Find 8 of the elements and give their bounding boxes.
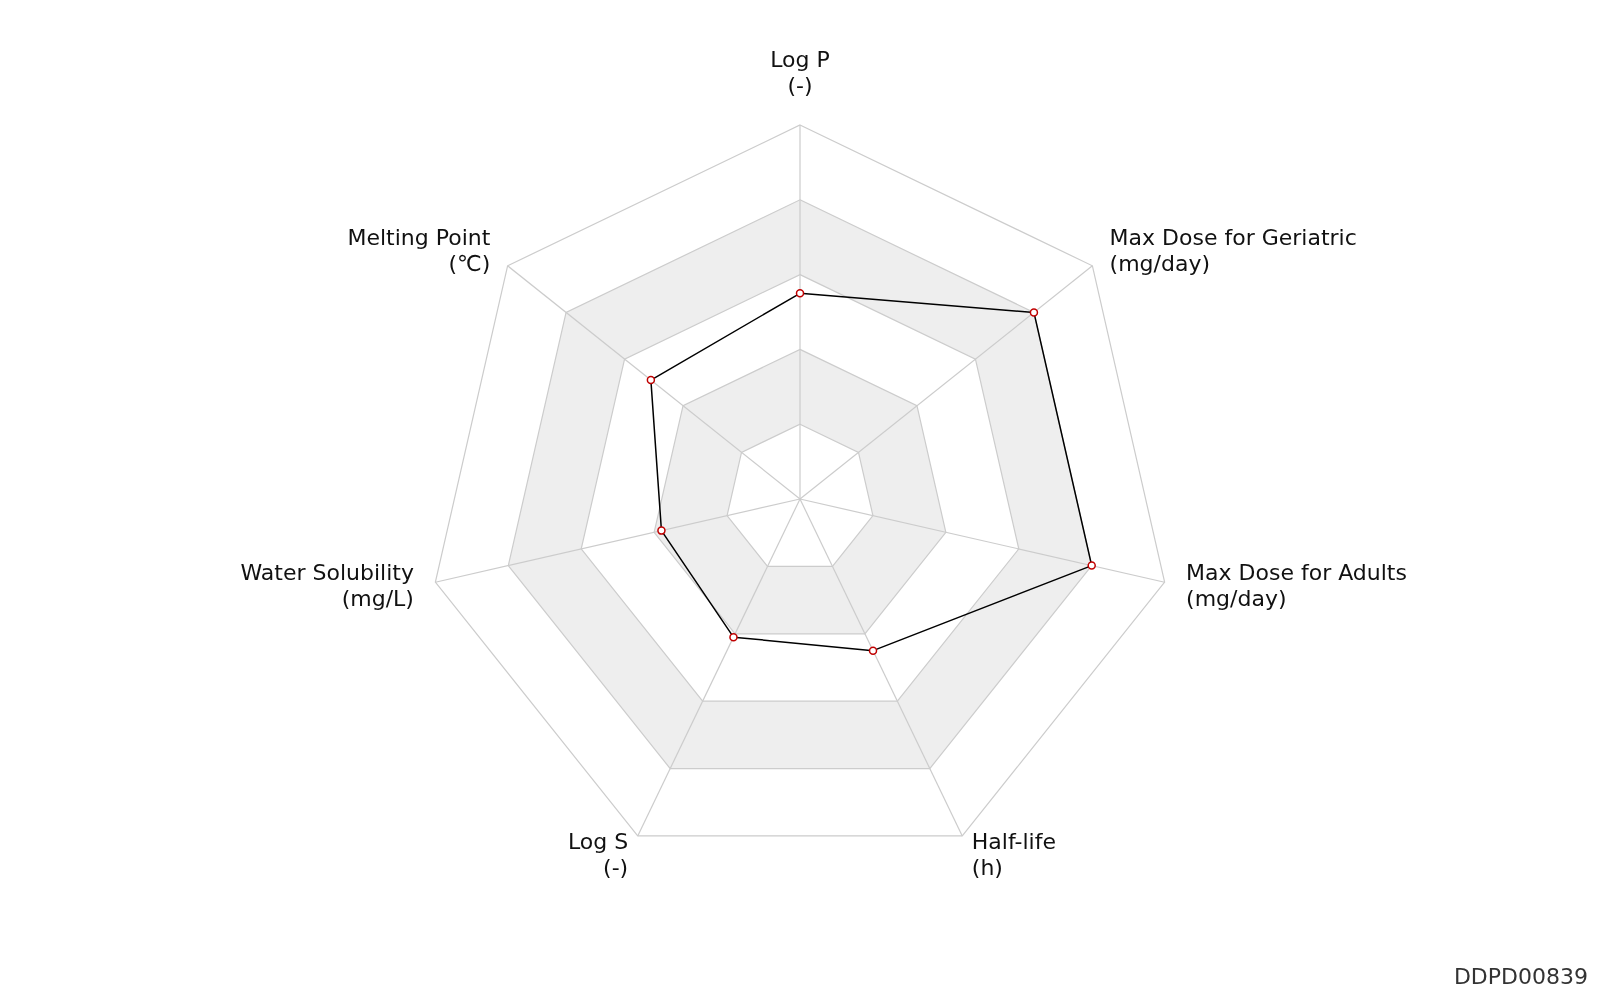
spoke-label: Melting Point (℃) [347, 225, 491, 277]
spoke-label: Log S (-) [567, 828, 629, 880]
spoke-label: Max Dose for Geriatric (mg/day) [1109, 225, 1357, 277]
text: DDPD00839 [1453, 964, 1588, 989]
spoke-label: Max Dose for Adults (mg/day) [1186, 560, 1407, 612]
spoke-label: Log P (-) [770, 47, 830, 98]
spoke-label: Water Solubility (mg/L) [240, 560, 414, 612]
spoke-label: Half-life (h) [971, 828, 1056, 880]
